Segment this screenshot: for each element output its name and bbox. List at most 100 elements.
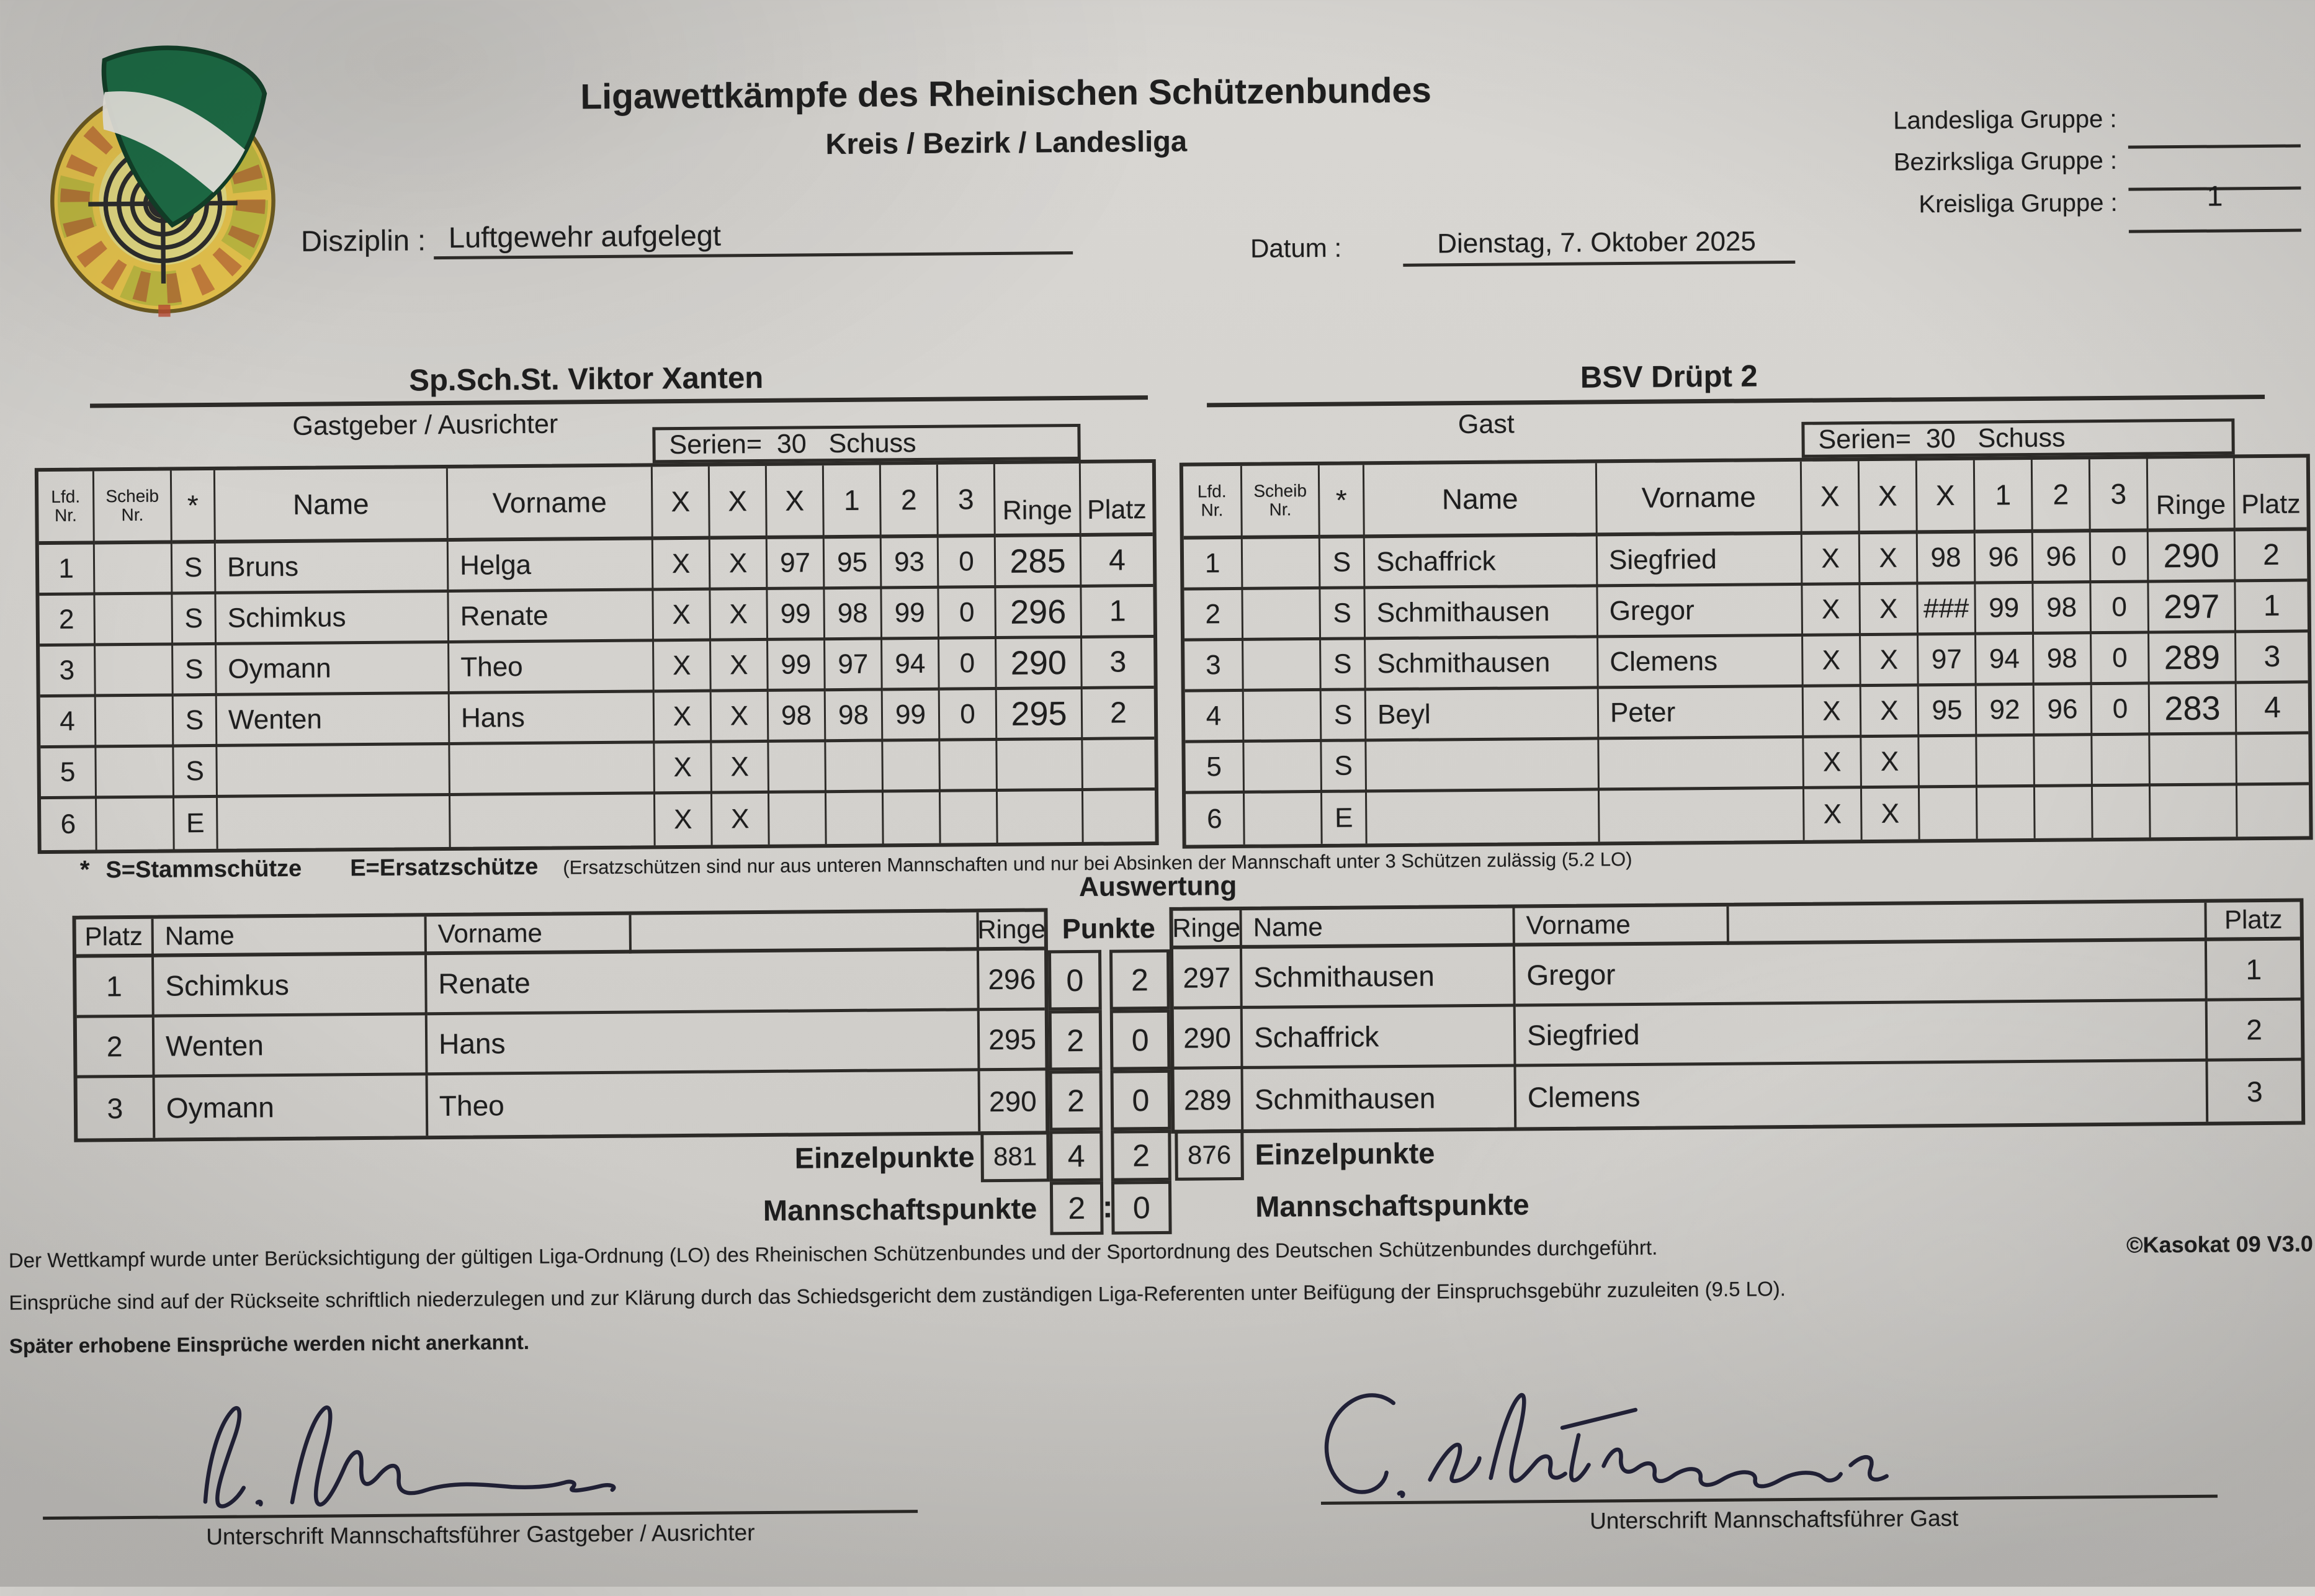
footnote-s-def: S=Stammschütze <box>105 855 302 884</box>
guest-cell-scheib <box>1242 538 1321 590</box>
guest-cell-star: E <box>1322 792 1368 844</box>
guest-col-header-shot-6: 3 <box>2090 459 2149 533</box>
home-cell-star: S <box>174 746 218 799</box>
home-cell-shot-1: X <box>653 590 712 642</box>
date-value: Dienstag, 7. Oktober 2025 <box>1437 226 1757 259</box>
guest-cell-scheib <box>1244 742 1323 794</box>
ausw-home-cell-name: Oymann <box>154 1075 429 1138</box>
page-title: Ligawettkämpfe des Rheinischen Schützenb… <box>580 70 1432 117</box>
home-score-table: Lfd. Nr. Scheib Nr. * Name Vorname X X X 1 2 3 Ringe P… <box>34 459 1159 854</box>
punkte-header: Punkte <box>1062 912 1155 945</box>
lfd-line2: Nr. <box>54 505 77 525</box>
ausw-guest-cell-name: Schaffrick <box>1242 1006 1516 1069</box>
home-col-header-shot-3: X <box>766 465 825 539</box>
guest-cell-vorname <box>1599 738 1804 791</box>
home-cell-vorname: Hans <box>449 693 655 745</box>
guest-col-header-scheib: Scheib Nr. <box>1242 465 1320 539</box>
home-cell-shot-2: X <box>710 539 768 591</box>
guest-cell-name: Beyl <box>1366 689 1600 742</box>
lfd-line2: Nr. <box>1201 500 1224 520</box>
punkte-box-home-1: 0 <box>1047 949 1102 1011</box>
ausw-guest-cell-platz: 2 <box>2207 1000 2301 1062</box>
home-cell-shot-6: 0 <box>939 690 998 742</box>
home-cell-platz: 3 <box>1082 638 1154 689</box>
guest-cell-lfd: 4 <box>1184 691 1245 743</box>
guest-cell-scheib <box>1245 792 1323 845</box>
guest-cell-name: Schmithausen <box>1366 638 1599 691</box>
einzelpunkte-label-guest: Einzelpunkte <box>1255 1136 1435 1171</box>
ausw-home-col-blank <box>631 912 979 954</box>
home-cell-shot-1: X <box>655 794 713 846</box>
guest-cell-ringe <box>2150 735 2237 787</box>
guest-cell-platz: 1 <box>2236 581 2308 634</box>
auswertung-home-table: Platz Name Vorname Ringe 1 Schimkus Renate 296 2… <box>72 908 1050 1142</box>
punkte-box-home-2: 2 <box>1048 1010 1103 1071</box>
guest-cell-shot-2: X <box>1861 737 1920 789</box>
home-cell-name <box>218 796 451 849</box>
home-cell-star: E <box>174 797 218 850</box>
guest-cell-shot-1: X <box>1803 687 1862 738</box>
ausw-guest-col-vorname: Vorname <box>1515 906 1729 947</box>
home-cell-shot-2: X <box>711 691 769 743</box>
mannschaftspunkte-label-home: Mannschaftspunkte <box>763 1191 1037 1227</box>
ausw-home-col-platz: Platz <box>76 918 154 958</box>
guest-col-header-shot-2: X <box>1859 460 1918 535</box>
bezirksliga-gruppe-label: Bezirksliga Gruppe : <box>1893 146 2118 176</box>
einzelpunkte-punkte-home: 4 <box>1049 1130 1103 1182</box>
guest-cell-shot-1: X <box>1802 585 1861 637</box>
home-cell-star: S <box>173 645 217 697</box>
guest-cell-ringe: 290 <box>2148 531 2236 583</box>
home-cell-shot-5: 99 <box>882 588 940 640</box>
guest-cell-vorname: Gregor <box>1598 585 1804 639</box>
home-cell-ringe: 295 <box>996 689 1083 742</box>
page-subtitle: Kreis / Bezirk / Landesliga <box>825 124 1188 161</box>
home-cell-shot-3: 97 <box>767 539 825 590</box>
home-cell-scheib <box>96 645 174 697</box>
guest-cell-shot-3 <box>1919 737 1977 789</box>
home-col-header-lfd: Lfd. Nr. <box>38 471 95 545</box>
discipline-label: Disziplin : <box>300 223 426 258</box>
auswertung-title: Auswertung <box>1078 871 1237 902</box>
ausw-guest-cell-platz: 1 <box>2206 940 2301 1002</box>
guest-cell-lfd: 1 <box>1183 539 1243 591</box>
home-cell-platz <box>1083 740 1155 791</box>
ausw-home-cell-vorname: Hans <box>427 1011 980 1076</box>
home-cell-platz: 1 <box>1081 587 1154 639</box>
home-series-header: Serien= 30 Schuss <box>652 423 1081 464</box>
guest-cell-platz <box>2237 785 2309 836</box>
home-cell-star: S <box>173 696 218 748</box>
guest-cell-shot-4: 99 <box>1976 583 2035 635</box>
guest-cell-shot-5 <box>2035 787 2093 838</box>
home-col-header-platz: Platz <box>1080 463 1153 537</box>
home-col-header-shot-2: X <box>709 465 768 540</box>
home-cell-shot-5: 93 <box>881 537 939 590</box>
home-cell-ringe: 290 <box>996 638 1083 691</box>
ausw-home-col-name: Name <box>153 917 428 957</box>
home-cell-shot-1: X <box>653 539 711 591</box>
home-cell-vorname <box>450 743 655 796</box>
home-cell-lfd: 1 <box>38 544 96 596</box>
home-cell-vorname <box>450 794 656 847</box>
guest-cell-shot-5: 98 <box>2033 583 2092 635</box>
guest-cell-shot-4: 94 <box>1976 634 2035 686</box>
auswertung-guest-table: Ringe Name Vorname Platz 297 Schmithausen Greg… <box>1169 898 2306 1134</box>
ausw-home-cell-platz: 1 <box>76 957 154 1018</box>
mannschaftspunkte-guest: 0 <box>1111 1180 1172 1235</box>
guest-col-header-star: * <box>1319 465 1365 539</box>
home-col-header-shot-4: 1 <box>823 465 882 539</box>
home-cell-shot-2: X <box>711 640 769 693</box>
ausw-guest-col-platz: Platz <box>2206 902 2300 941</box>
home-team-role: Gastgeber / Ausrichter <box>292 409 558 441</box>
home-col-header-ringe: Ringe <box>995 463 1081 538</box>
ausw-home-cell-ringe: 296 <box>978 950 1045 1011</box>
home-cell-shot-5 <box>883 792 941 844</box>
guest-cell-platz <box>2237 734 2309 786</box>
home-cell-shot-5: 94 <box>882 639 940 691</box>
guest-cell-name <box>1366 740 1600 793</box>
home-cell-shot-4 <box>826 792 884 845</box>
home-cell-shot-6 <box>940 741 998 792</box>
ausw-home-cell-ringe: 295 <box>979 1010 1046 1072</box>
home-cell-shot-4 <box>826 742 884 794</box>
guest-cell-shot-6: 0 <box>2091 583 2150 635</box>
kreisliga-gruppe-line <box>2128 228 2301 233</box>
